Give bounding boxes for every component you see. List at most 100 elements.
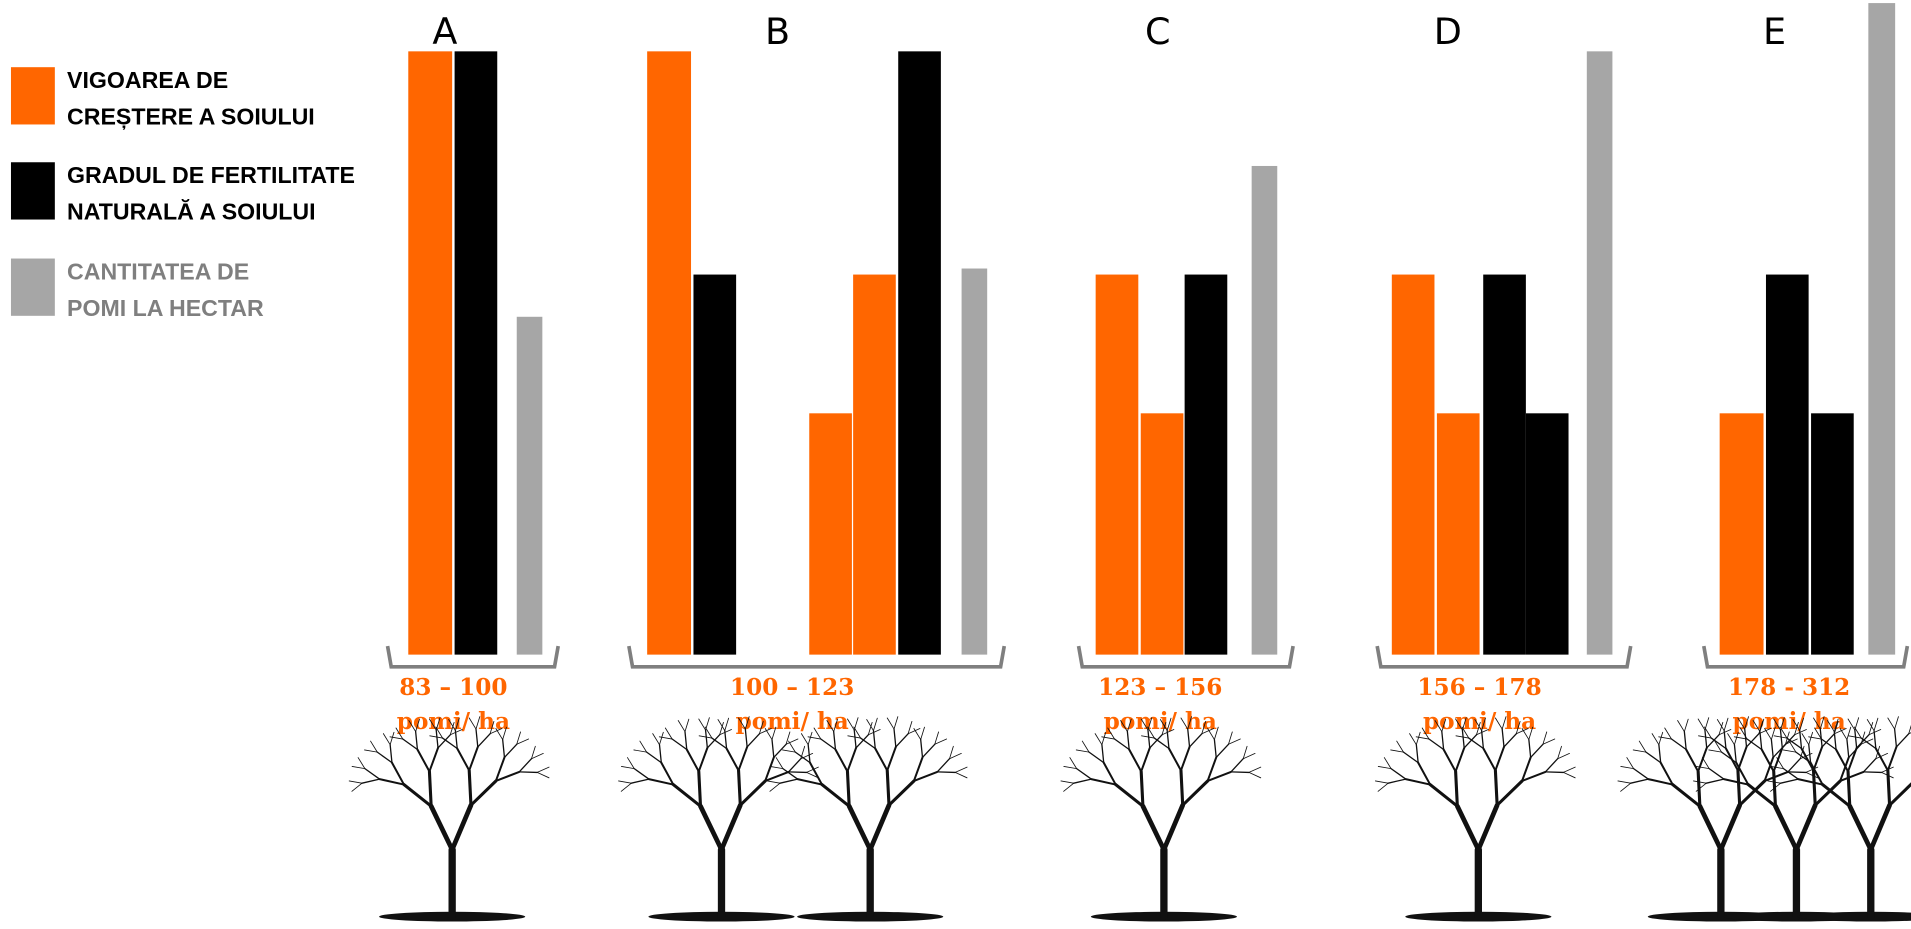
tree-branch	[1799, 717, 1804, 732]
bar	[898, 51, 941, 655]
unit-label: pomi/ ha	[1104, 708, 1217, 735]
tree-branch	[416, 748, 431, 773]
tree-branch	[647, 778, 675, 786]
legend-label: NATURALĂ A SOIULUI	[67, 198, 316, 225]
tree-branch	[1415, 744, 1419, 764]
tree-branch	[1683, 718, 1689, 733]
tree-branch	[1441, 718, 1447, 733]
tree-branch	[639, 740, 648, 753]
tree-branch	[408, 720, 417, 733]
tree-branch	[1147, 726, 1155, 739]
range-label: 123 – 156	[1098, 674, 1222, 701]
tree-branch	[1705, 778, 1725, 784]
tree-branch	[361, 778, 381, 784]
tree-branch	[1776, 757, 1784, 770]
tree-branch	[1835, 748, 1850, 773]
tree-branch	[1782, 767, 1799, 780]
bracket	[1375, 645, 1633, 669]
tree-branch	[846, 803, 873, 853]
tree-branch	[370, 740, 378, 753]
tree-branch	[503, 743, 518, 759]
tree-branch	[717, 719, 726, 732]
tree-branch	[912, 770, 939, 782]
bar	[1095, 274, 1139, 655]
tree-branch	[1664, 727, 1672, 740]
tree-branch	[1187, 728, 1191, 748]
tree-branch	[1494, 745, 1505, 772]
tree-branch	[1839, 770, 1865, 782]
tree-branch	[658, 736, 673, 740]
tree-branch	[771, 726, 777, 740]
tree-branch	[737, 768, 742, 807]
tree-branch	[1847, 735, 1862, 739]
tree-branch	[1390, 749, 1404, 753]
tree-branch	[1528, 738, 1532, 759]
tree-branch	[787, 771, 808, 774]
tree-branch	[1736, 768, 1742, 807]
tree-branch	[1557, 745, 1562, 760]
tree-branch	[806, 766, 819, 773]
tree-branch	[1161, 802, 1186, 853]
tree-branch	[782, 749, 796, 753]
tree-branch	[1463, 734, 1478, 749]
tree-branch	[698, 718, 706, 731]
tree-branch	[469, 779, 498, 807]
tree-branch	[1895, 733, 1910, 748]
tree-branch	[808, 761, 823, 786]
tree-branch	[934, 731, 940, 745]
tree-branch	[1139, 769, 1145, 808]
tree-icon	[1060, 716, 1262, 922]
tree-branch	[1415, 736, 1430, 740]
tree-branch	[1874, 747, 1889, 772]
tree-branch	[516, 738, 529, 745]
bar	[408, 51, 453, 655]
tree-branch	[1140, 746, 1151, 773]
tree-branch	[1760, 748, 1775, 773]
tree-branch	[1685, 748, 1700, 773]
tree-branch	[1779, 729, 1783, 749]
tree-branch	[853, 729, 857, 749]
tree-branch	[475, 728, 479, 748]
tree-branch	[1415, 731, 1421, 746]
tree-branch	[834, 748, 849, 773]
tree-branch	[1819, 716, 1825, 730]
tree-branch	[1149, 734, 1163, 749]
tree-branch	[893, 716, 899, 730]
tree-branch	[698, 803, 724, 853]
tree-branch	[744, 716, 750, 730]
tree-branch	[645, 751, 662, 764]
tree-branch	[806, 771, 819, 779]
tree-branch	[758, 728, 772, 735]
tree-branch	[934, 738, 948, 745]
tree-branch	[1101, 744, 1105, 764]
tree-branch	[1792, 719, 1801, 732]
tree-branch	[1752, 720, 1761, 733]
tree-branch	[1140, 718, 1149, 731]
tree-branch	[1799, 729, 1803, 750]
tree-branch	[738, 717, 746, 730]
tree-branch	[1893, 728, 1898, 748]
tree-branch	[1120, 720, 1128, 733]
tree-branch	[1632, 749, 1647, 753]
tree-branch	[428, 803, 455, 853]
tree-branch	[845, 769, 851, 808]
tree-branch	[1846, 769, 1852, 808]
tree-branch	[1647, 778, 1674, 786]
tree-branch	[866, 719, 874, 732]
tree-branch	[1620, 782, 1632, 792]
bar	[1719, 413, 1764, 655]
tree-branch	[1455, 718, 1463, 731]
tree-branch	[1708, 767, 1725, 780]
tree-branch	[1188, 733, 1203, 748]
tree-branch	[1617, 780, 1632, 784]
tree-branch	[820, 738, 837, 751]
tree-branch	[885, 768, 891, 807]
tree-branch	[1167, 747, 1182, 772]
tree-branch	[664, 727, 673, 740]
tree-branch	[1179, 768, 1185, 807]
tree-branch	[1763, 770, 1789, 782]
tree-branch	[1697, 718, 1706, 731]
tree-branch	[886, 745, 897, 772]
tree-branch	[779, 778, 799, 784]
tree-branch	[531, 745, 536, 760]
